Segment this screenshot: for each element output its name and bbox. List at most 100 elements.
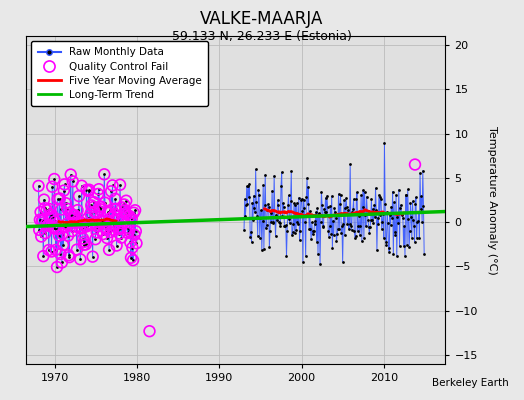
Point bbox=[125, 213, 134, 219]
Point bbox=[307, 236, 315, 242]
Point bbox=[52, 226, 61, 232]
Point bbox=[276, 223, 285, 230]
Point bbox=[100, 218, 108, 225]
Point bbox=[287, 168, 296, 174]
Point bbox=[272, 217, 281, 223]
Point bbox=[77, 219, 85, 226]
Point bbox=[118, 214, 127, 221]
Point bbox=[336, 192, 345, 199]
Point bbox=[285, 216, 293, 223]
Point bbox=[58, 259, 66, 266]
Point bbox=[347, 223, 355, 229]
Point bbox=[289, 221, 298, 228]
Point bbox=[54, 226, 62, 232]
Point bbox=[305, 226, 313, 232]
Point bbox=[365, 230, 374, 236]
Point bbox=[401, 192, 410, 198]
Point bbox=[367, 217, 375, 224]
Point bbox=[127, 215, 136, 222]
Point bbox=[45, 247, 53, 253]
Point bbox=[43, 222, 52, 229]
Point bbox=[71, 212, 79, 218]
Point bbox=[99, 231, 107, 237]
Point bbox=[301, 253, 310, 260]
Point bbox=[372, 185, 380, 191]
Point bbox=[373, 247, 381, 254]
Point bbox=[42, 207, 51, 213]
Point bbox=[93, 229, 101, 236]
Point bbox=[341, 204, 350, 211]
Point bbox=[334, 191, 343, 197]
Point bbox=[98, 219, 106, 225]
Point bbox=[64, 232, 72, 239]
Point bbox=[302, 194, 311, 200]
Point bbox=[310, 221, 319, 227]
Point bbox=[283, 228, 291, 234]
Point bbox=[314, 250, 322, 257]
Point bbox=[105, 207, 114, 214]
Point bbox=[122, 210, 130, 216]
Point bbox=[354, 228, 362, 234]
Point bbox=[97, 218, 106, 224]
Point bbox=[412, 194, 420, 200]
Point bbox=[278, 169, 286, 175]
Point bbox=[62, 221, 71, 227]
Point bbox=[80, 238, 89, 245]
Point bbox=[288, 228, 297, 235]
Point bbox=[401, 253, 409, 259]
Point bbox=[56, 195, 64, 202]
Point bbox=[340, 197, 348, 203]
Point bbox=[374, 221, 383, 228]
Point bbox=[44, 222, 52, 228]
Point bbox=[303, 201, 312, 208]
Point bbox=[108, 182, 117, 188]
Point bbox=[39, 253, 48, 259]
Point bbox=[47, 212, 55, 218]
Point bbox=[51, 218, 59, 224]
Point bbox=[286, 220, 294, 226]
Point bbox=[89, 254, 97, 260]
Point bbox=[277, 183, 285, 190]
Point bbox=[127, 254, 135, 261]
Point bbox=[280, 204, 288, 211]
Point bbox=[96, 203, 105, 210]
Point bbox=[128, 244, 137, 251]
Point bbox=[110, 223, 118, 230]
Point bbox=[85, 186, 93, 193]
Point bbox=[310, 228, 318, 235]
Point bbox=[62, 200, 70, 206]
Point bbox=[267, 210, 275, 216]
Point bbox=[126, 239, 135, 246]
Point bbox=[251, 209, 259, 216]
Point bbox=[42, 221, 50, 227]
Point bbox=[100, 171, 108, 178]
Point bbox=[242, 202, 250, 209]
Point bbox=[49, 214, 57, 220]
Point bbox=[52, 226, 61, 232]
Point bbox=[326, 203, 334, 210]
Point bbox=[365, 224, 373, 230]
Point bbox=[88, 221, 96, 228]
Point bbox=[281, 222, 290, 228]
Point bbox=[323, 203, 332, 210]
Point bbox=[420, 250, 428, 257]
Point bbox=[406, 200, 414, 206]
Point bbox=[414, 209, 423, 215]
Point bbox=[260, 246, 268, 253]
Point bbox=[112, 206, 120, 212]
Point bbox=[386, 212, 394, 218]
Point bbox=[62, 200, 70, 206]
Point bbox=[126, 239, 135, 246]
Point bbox=[35, 183, 43, 189]
Point bbox=[303, 175, 311, 181]
Point bbox=[322, 209, 331, 215]
Point bbox=[73, 207, 82, 213]
Point bbox=[316, 261, 324, 268]
Point bbox=[311, 218, 320, 224]
Point bbox=[86, 222, 94, 228]
Point bbox=[106, 229, 115, 235]
Point bbox=[350, 228, 358, 234]
Point bbox=[111, 211, 119, 218]
Point bbox=[102, 224, 110, 230]
Point bbox=[36, 209, 45, 215]
